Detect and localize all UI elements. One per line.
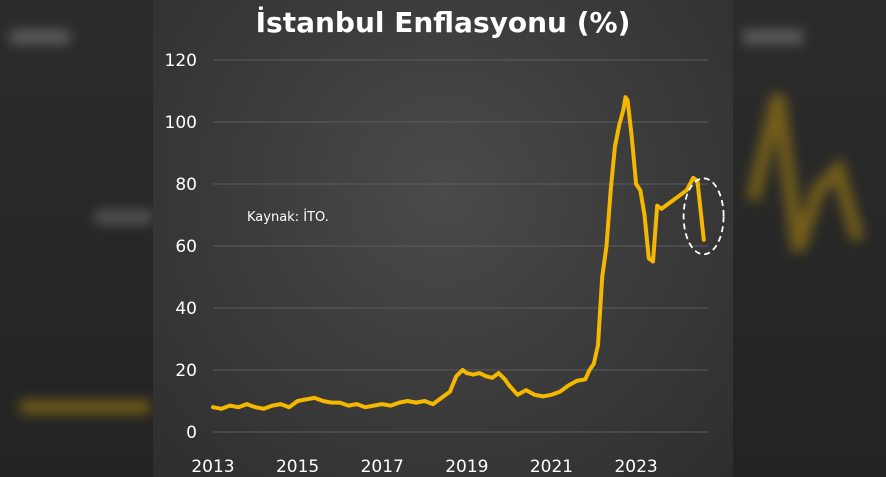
- series-line-0: [211, 95, 706, 411]
- x-tick-label: 2015: [276, 457, 319, 477]
- x-tick-label: 2021: [530, 457, 573, 477]
- x-axis-ticks: 2013 2015 2017 2019 2021 2023: [191, 457, 657, 477]
- gridlines: [213, 59, 708, 433]
- y-tick-label: 0: [186, 423, 197, 443]
- chart-title: İstanbul Enflasyonu (%): [255, 6, 631, 39]
- x-tick-label: 2019: [445, 457, 488, 477]
- blurred-background-right-graphic: [743, 30, 865, 253]
- y-tick-label: 60: [175, 237, 197, 257]
- y-tick-label: 100: [165, 113, 197, 133]
- y-tick-label: 120: [165, 51, 197, 71]
- line-chart: 0 20 40 60 80 100 120 2013 2015 2017 2019 2021 2023: [165, 51, 725, 477]
- y-axis-ticks: 0 20 40 60 80 100 120: [165, 51, 197, 443]
- y-tick-label: 80: [175, 175, 197, 195]
- x-tick-label: 2013: [191, 457, 234, 477]
- blurred-background-left-graphic: [10, 30, 153, 414]
- blurred-background-left: [0, 0, 153, 477]
- highlight-ellipse: [682, 177, 725, 256]
- highlight-layer: [682, 177, 725, 256]
- chart-panel: 0 20 40 60 80 100 120 2013 2015 2017 2019 2021 2023…: [153, 0, 733, 477]
- source-annotation: Kaynak: İTO.: [247, 210, 329, 225]
- series-layer: [211, 95, 706, 411]
- blurred-background-right: [733, 0, 886, 477]
- x-tick-label: 2017: [361, 457, 404, 477]
- y-tick-label: 20: [175, 361, 197, 381]
- y-tick-label: 40: [175, 299, 197, 319]
- x-tick-label: 2023: [614, 457, 657, 477]
